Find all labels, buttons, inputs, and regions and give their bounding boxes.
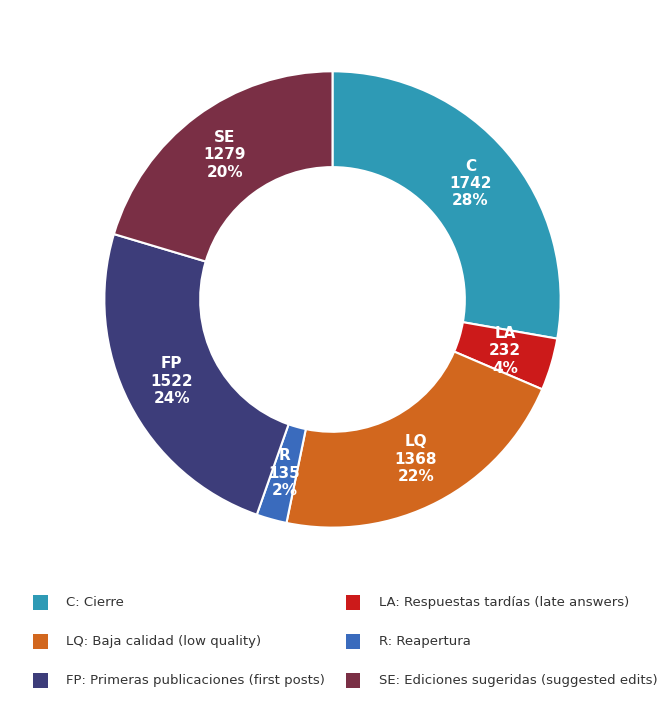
- Text: SE: Ediciones sugeridas (suggested edits): SE: Ediciones sugeridas (suggested edits…: [379, 674, 658, 687]
- Text: FP: Primeras publicaciones (first posts): FP: Primeras publicaciones (first posts): [66, 674, 325, 687]
- Wedge shape: [454, 322, 557, 389]
- Text: FP
1522
24%: FP 1522 24%: [150, 356, 194, 406]
- Text: SE
1279
20%: SE 1279 20%: [203, 130, 246, 180]
- Wedge shape: [104, 234, 289, 515]
- Text: LA
232
4%: LA 232 4%: [489, 326, 521, 376]
- Text: R
135
2%: R 135 2%: [269, 448, 300, 498]
- Wedge shape: [332, 71, 561, 339]
- Wedge shape: [114, 71, 332, 262]
- Wedge shape: [257, 424, 306, 523]
- Text: LQ
1368
22%: LQ 1368 22%: [395, 434, 437, 484]
- Text: C: Cierre: C: Cierre: [66, 596, 124, 609]
- Text: LQ: Baja calidad (low quality): LQ: Baja calidad (low quality): [66, 635, 261, 648]
- Wedge shape: [287, 352, 542, 528]
- Text: C
1742
28%: C 1742 28%: [450, 158, 491, 208]
- Text: LA: Respuestas tardías (late answers): LA: Respuestas tardías (late answers): [379, 596, 629, 609]
- Text: R: Reapertura: R: Reapertura: [379, 635, 471, 648]
